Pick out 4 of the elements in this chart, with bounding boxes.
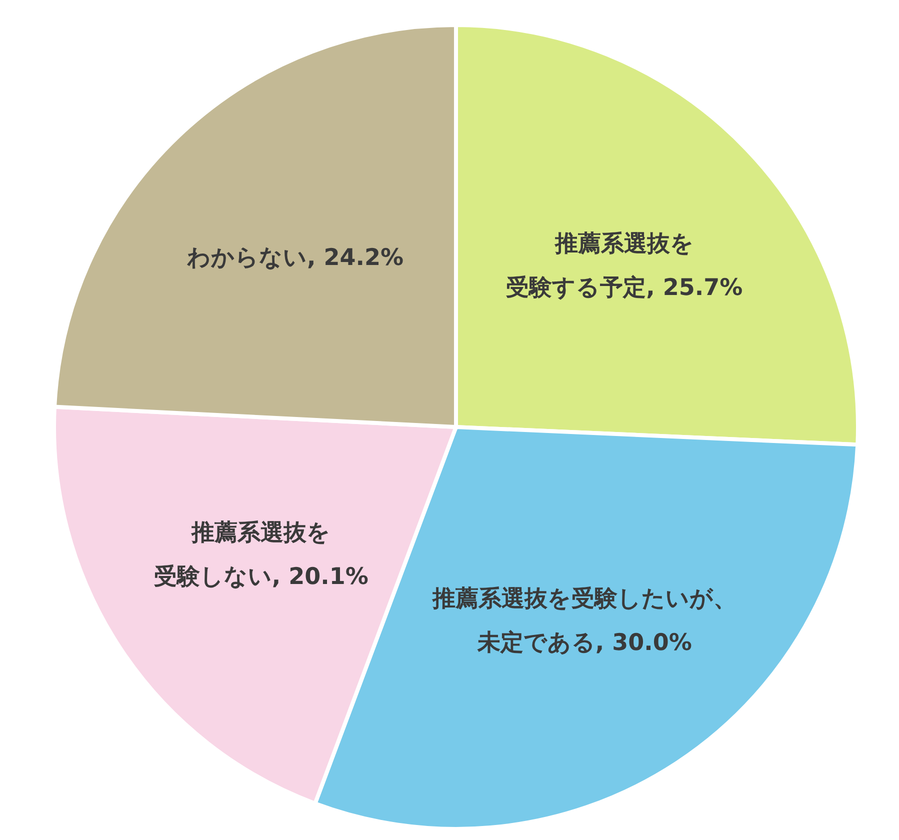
slice-label: わからない, 24.2% [187, 245, 404, 272]
slice-label: 推薦系選抜を受験したいが、未定である, 30.0% [432, 586, 737, 656]
slice-label: 推薦系選抜を受験しない, 20.1% [154, 520, 368, 590]
slice-label: 推薦系選抜を受験する予定, 25.7% [506, 230, 743, 301]
